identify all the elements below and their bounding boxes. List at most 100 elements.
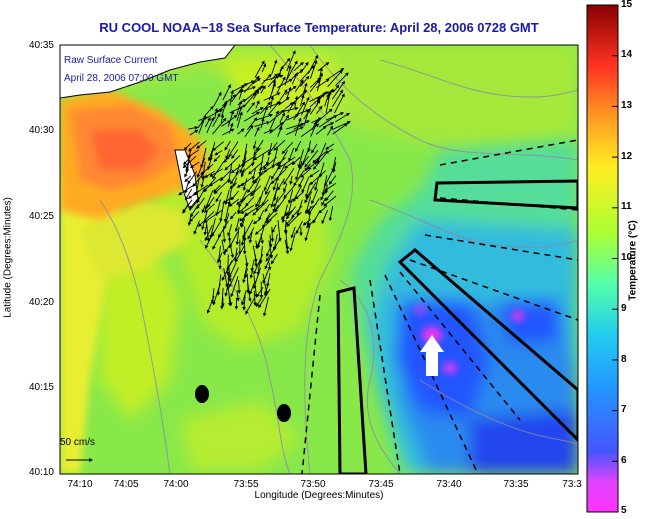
ytick-label: 40:35 [28,40,54,51]
current-vector [258,162,269,171]
current-vector [254,126,260,137]
current-vector [197,118,205,129]
current-vector [253,148,272,161]
current-vector [215,191,223,203]
current-vector [200,175,205,189]
current-vector [268,82,276,101]
current-vector [190,161,200,168]
current-vector [241,290,247,306]
current-vector [270,167,280,180]
current-vector [269,109,286,123]
current-vector [226,274,230,290]
current-vector [240,231,246,247]
ytick-label: 40:20 [28,297,54,308]
current-vector [188,126,199,130]
current-vector [281,141,294,155]
current-vector [187,149,199,158]
current-vector [244,92,257,107]
current-legend-time: April 28, 2006 07:00 GMT [64,73,179,84]
colorbar-tick-label: 5 [621,505,627,516]
colorbar-tick-label: 12 [621,151,633,162]
current-vector [228,239,235,259]
current-vector [263,129,274,134]
current-vector [325,143,335,150]
current-vector [298,176,305,188]
current-vector [287,100,296,114]
current-vector [304,224,311,242]
current-vector [240,177,253,187]
current-vector [253,147,261,156]
current-vector [254,60,265,78]
current-vector [265,205,280,222]
plot-frame [59,44,579,475]
current-vector [271,224,277,234]
current-vector [218,260,222,270]
current-vector [238,88,244,100]
colorbar-label: Temperature (°C) [627,220,639,301]
current-vector [182,155,197,169]
surface-current-vectors [178,50,351,317]
current-vector [285,216,294,226]
current-vector [316,142,327,164]
current-vector [300,65,315,82]
current-vector [223,203,230,223]
current-vector [335,112,350,123]
current-vector [258,209,265,221]
current-vector [315,125,327,135]
current-vector [295,140,302,152]
current-vector [300,167,312,178]
current-vector [240,204,255,214]
current-vector [228,262,237,279]
current-vector [270,190,277,208]
ytick-label: 40:30 [28,125,54,136]
current-vector [239,209,254,222]
current-vector [250,259,255,272]
current-vector [265,212,278,224]
current-vector [230,276,239,298]
current-vector [261,73,272,85]
current-vector [204,189,214,211]
current-vector [267,142,278,156]
current-vector [224,155,241,171]
current-vector [207,148,214,162]
current-vector [244,268,248,279]
ytick-label: 40:15 [28,382,54,393]
current-vector [270,110,279,129]
current-vector [307,140,311,153]
current-vector [224,282,230,297]
colorbar-tick-label: 11 [621,201,632,212]
current-vector [294,191,304,200]
current-vector [258,154,264,176]
current-vector [204,203,215,213]
current-vector [251,107,264,115]
current-vector [225,149,231,160]
current-vector [268,234,273,248]
current-vector [252,140,257,150]
current-vector [222,84,231,101]
current-vector [209,218,216,239]
current-vector [291,156,301,166]
current-vector [184,175,192,183]
current-vector [301,96,310,116]
current-vector [212,161,225,180]
current-vector [324,93,330,107]
current-vector [201,161,206,180]
current-vector [302,219,311,226]
current-vector [196,140,207,149]
current-vector [305,181,317,200]
current-vector [221,128,235,136]
current-vector [213,178,231,195]
current-vector [283,184,296,199]
xtick-label: 74:10 [67,479,93,490]
colorbar-tick-label: 7 [621,404,627,415]
current-vector [318,205,327,214]
current-vector [311,189,319,205]
current-vector [293,61,304,72]
current-vector [211,219,222,237]
current-vector [288,147,295,162]
current-vector [277,220,282,242]
current-vector [331,80,346,100]
ytick-label: 40:10 [28,467,54,478]
current-vector [272,178,278,191]
current-vector [242,262,248,284]
